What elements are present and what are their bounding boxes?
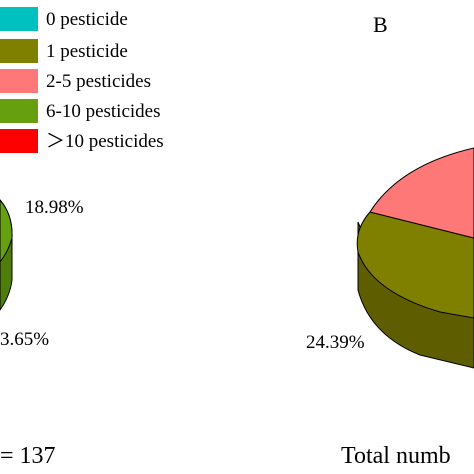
left-pie-label-18-98: 18.98% bbox=[25, 197, 84, 218]
legend-item-0-pesticide: 0 pesticide bbox=[0, 6, 128, 32]
legend-item-1-pesticide: 1 pesticide bbox=[0, 38, 128, 64]
legend-label: ＞10 pesticides bbox=[46, 130, 164, 152]
legend-label: 1 pesticide bbox=[46, 40, 128, 62]
right-pie-label-24-39: 24.39% bbox=[306, 332, 365, 353]
left-pie-label-3-65: 3.65% bbox=[0, 329, 49, 350]
legend-item-6-10-pesticides: 6-10 pesticides bbox=[0, 98, 161, 124]
legend-swatch bbox=[0, 39, 38, 63]
legend-swatch bbox=[0, 129, 38, 153]
legend-swatch bbox=[0, 99, 38, 123]
legend-swatch bbox=[0, 7, 38, 31]
legend-swatch bbox=[0, 69, 38, 93]
panel-letter-b: B bbox=[373, 12, 388, 37]
right-pie: B 24.39% Total numb bbox=[306, 12, 474, 469]
left-pie: 18.98% 3.65% = 137 bbox=[0, 197, 84, 469]
right-pie-total-label: Total numb bbox=[341, 443, 451, 469]
legend-label: 0 pesticide bbox=[46, 8, 128, 30]
right-pie-top-olive bbox=[356, 211, 474, 319]
left-pie-top-green bbox=[0, 199, 13, 263]
legend-label: 2-5 pesticides bbox=[46, 70, 152, 92]
right-pie-top-salmon bbox=[369, 147, 474, 239]
legend-item-2-5-pesticides: 2-5 pesticides bbox=[0, 68, 151, 94]
legend-label: 6-10 pesticides bbox=[46, 100, 161, 122]
left-pie-total-label: = 137 bbox=[0, 443, 56, 469]
legend-item-gt-10-pesticides: ＞10 pesticides bbox=[0, 128, 164, 154]
